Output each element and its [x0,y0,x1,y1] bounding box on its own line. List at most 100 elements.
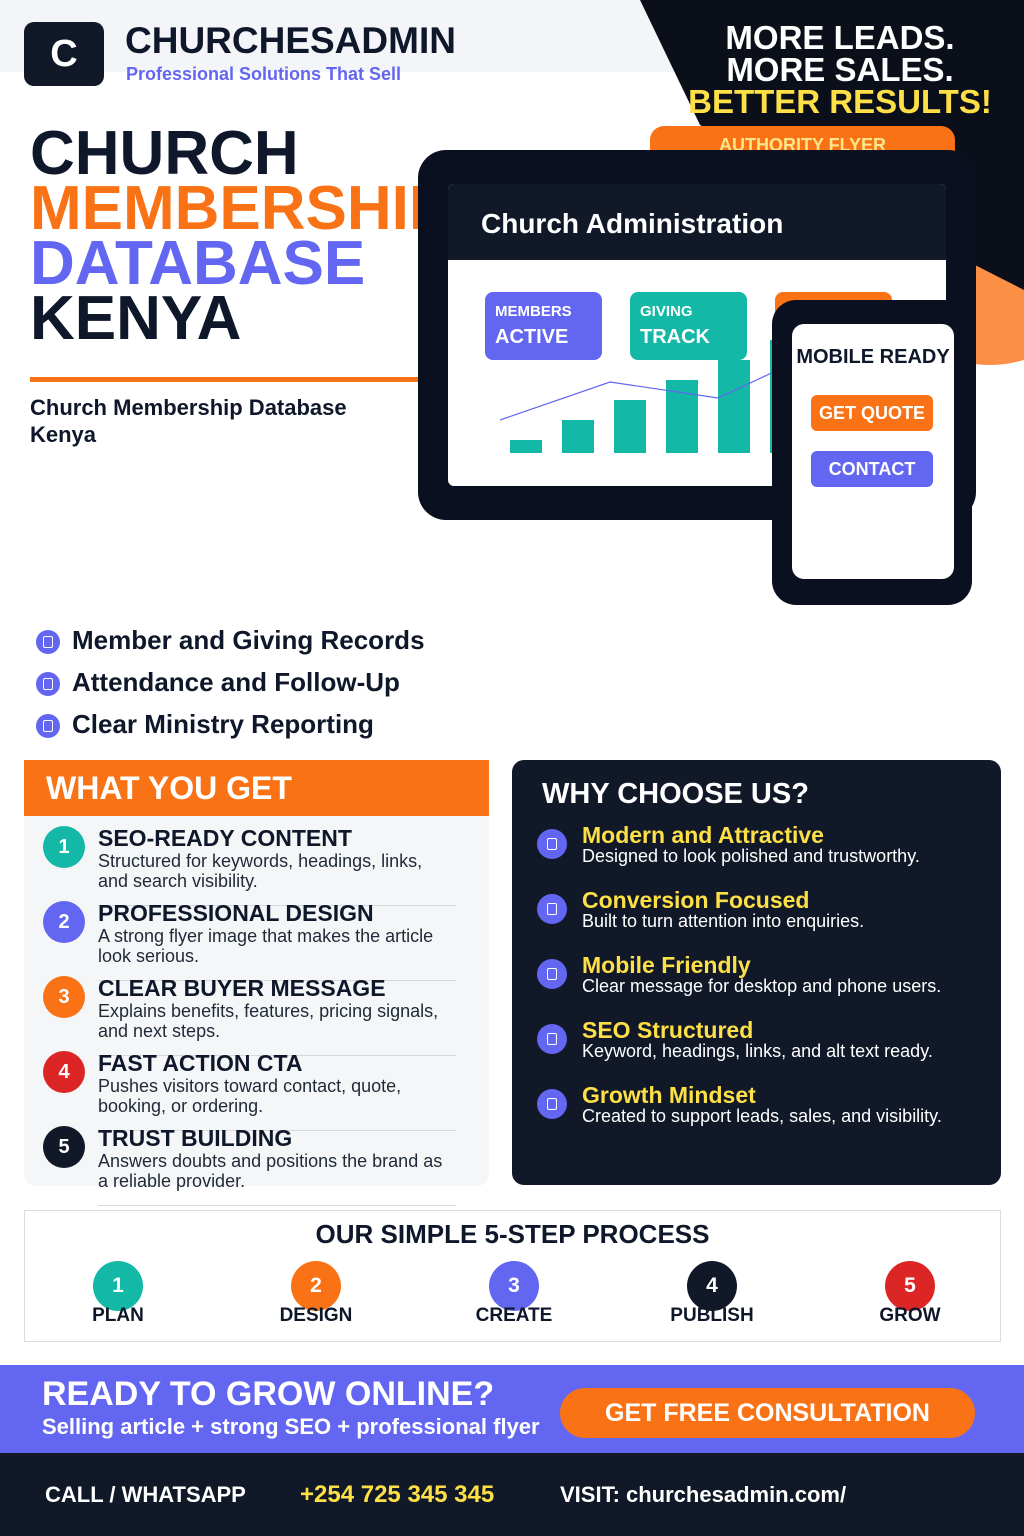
step-label: PUBLISH [670,1305,754,1326]
item-title: Growth Mindset [582,1082,756,1108]
icon [537,1024,567,1054]
divider [98,980,456,981]
divider [98,1205,456,1206]
cta-title: READY TO GROW ONLINE? [42,1375,495,1413]
item-title: Modern and Attractive [582,822,824,848]
icon-glyph [547,903,557,915]
icon-glyph [547,1098,557,1110]
icon [537,829,567,859]
item-text: A strong flyer image that makes the arti… [98,926,434,966]
feature: Attendance and Follow-Up [72,667,400,697]
phone: MOBILE READY GET QUOTE CONTACT [772,300,972,605]
phone-title: MOBILE READY [796,346,950,368]
dashboard-title: Church Administration [448,184,946,260]
item-text: Created to support leads, sales, and vis… [582,1106,942,1126]
title-line: KENYA [30,284,242,353]
icon [36,714,60,738]
phone-screen: MOBILE READY GET QUOTE CONTACT [792,324,954,579]
step-number: 1 [43,826,85,868]
phone-number: +254 725 345 345 [300,1481,495,1508]
headline: MORE LEADS. MORE SALES. BETTER RESULTS! [660,19,1020,120]
headline-line: MORE SALES. [726,51,954,88]
card-value: ACTIVE [495,326,569,348]
step-label: DESIGN [279,1305,353,1326]
section-title: OUR SIMPLE 5-STEP PROCESS [315,1219,710,1249]
card-value: TRACK [640,326,710,348]
card-label: MEMBERS [495,303,572,320]
item-title: FAST ACTION CTA [98,1050,303,1076]
step-circle: 1 [93,1261,143,1311]
cta-button[interactable]: GET FREE CONSULTATION [560,1388,975,1438]
card: MEMBERS ACTIVE [485,292,602,360]
cta-text: Selling article + strong SEO + professio… [42,1414,540,1439]
item-text: Designed to look polished and trustworth… [582,846,920,866]
icon [36,630,60,654]
item-text: Explains benefits, features, pricing sig… [98,1001,439,1041]
header-bg [0,0,700,72]
step-number: 4 [43,1051,85,1093]
divider [98,1130,456,1131]
what-you-get-panel: 1 SEO-READY CONTENT Structured for keyword… [24,816,489,1206]
step-number: 3 [43,976,85,1018]
icon [537,1089,567,1119]
step-circle: 5 [885,1261,935,1311]
step-circle: 4 [687,1261,737,1311]
footer: CALL / WHATSAPP +254 725 345 345 VISIT: … [0,1453,1024,1536]
section-title: WHY CHOOSE US? [542,778,809,810]
icon-glyph [547,968,557,980]
divider [98,905,456,906]
feature: Clear Ministry Reporting [72,709,374,739]
step-circle: 2 [291,1261,341,1311]
headline-line: MORE LEADS. [725,19,955,56]
icon-glyph [547,838,557,850]
title-line: CHURCH [30,119,299,188]
quote-button[interactable]: GET QUOTE [811,395,933,431]
process-panel: OUR SIMPLE 5-STEP PROCESS 1 PLAN 2 DESIGN 3 C… [24,1210,1001,1342]
step-number: 5 [43,1126,85,1168]
feature: Member and Giving Records [72,625,425,655]
item-title: Conversion Focused [582,887,810,913]
item-title: SEO Structured [582,1017,754,1043]
brand-name: CHURCHESADMIN [125,20,456,61]
step-number: 2 [43,901,85,943]
item-title: Mobile Friendly [582,952,751,978]
logo: C [24,22,104,86]
icon [36,672,60,696]
item-text: Structured for keywords, headings, links… [98,851,423,891]
item-title: TRUST BUILDING [98,1125,293,1151]
tagline: Professional Solutions That Sell [126,64,402,84]
icon [537,894,567,924]
item-text: Keyword, headings, links, and alt text r… [582,1041,933,1061]
section-title: WHAT YOU GET [24,760,489,816]
why-panel: WHY CHOOSE US? Modern and Attractive Desi… [512,760,1001,1185]
icon-glyph [547,1033,557,1045]
title-line: MEMBERSHIP [30,174,451,243]
step-label: PLAN [92,1305,144,1326]
item-text: Answers doubts and positions the brand a… [98,1151,443,1191]
item-text: Pushes visitors toward contact, quote, b… [98,1076,402,1116]
divider [98,1055,456,1056]
contact-button[interactable]: CONTACT [811,451,933,487]
card-label: GIVING [640,303,693,320]
icon-glyph [43,636,53,648]
icon-glyph [43,678,53,690]
icon [537,959,567,989]
headline-line: BETTER RESULTS! [688,83,992,120]
icon-glyph [43,720,53,732]
card: GIVING TRACK [630,292,747,360]
step-label: GROW [879,1305,941,1326]
call-label: CALL / WHATSAPP [45,1482,246,1507]
item-text: Clear message for desktop and phone user… [582,976,942,996]
subtitle: Church Membership Database Kenya [30,395,347,447]
item-title: SEO-READY CONTENT [98,825,352,851]
step-label: CREATE [475,1305,553,1326]
item-text: Built to turn attention into enquiries. [582,911,865,931]
cta-band: READY TO GROW ONLINE? Selling article + … [0,1365,1024,1453]
step-circle: 3 [489,1261,539,1311]
title-line: DATABASE [30,229,366,298]
item-title: CLEAR BUYER MESSAGE [98,975,386,1001]
main-title: CHURCH MEMBERSHIP DATABASE KENYA [30,119,451,353]
rule [30,377,418,382]
item-title: PROFESSIONAL DESIGN [98,900,374,926]
